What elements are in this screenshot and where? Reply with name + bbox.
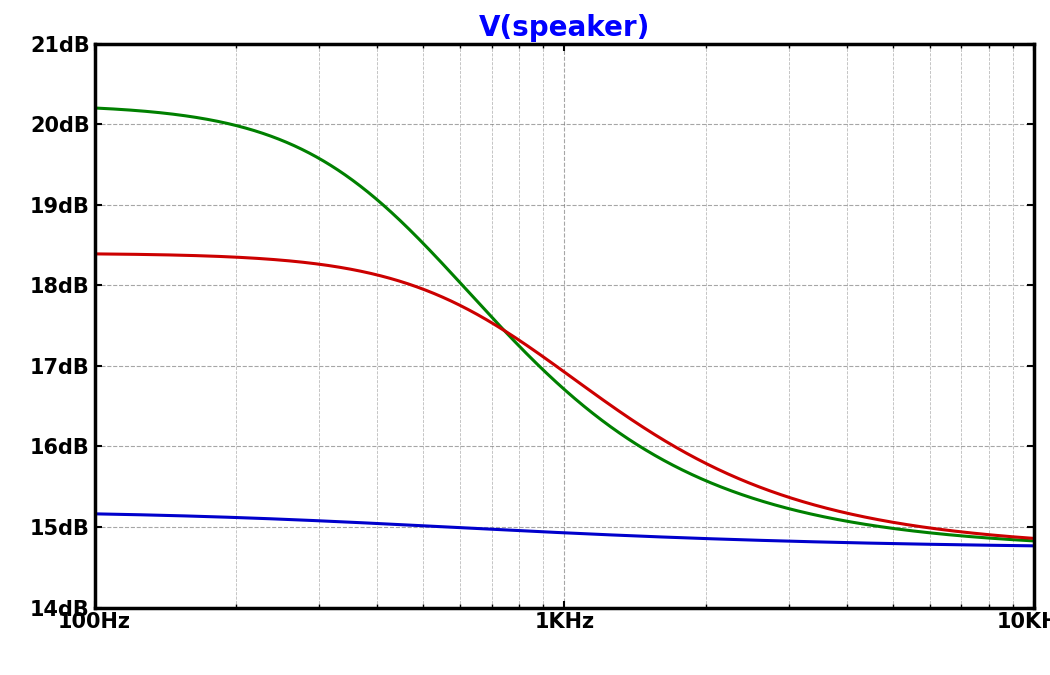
Title: V(speaker): V(speaker) (479, 14, 650, 42)
